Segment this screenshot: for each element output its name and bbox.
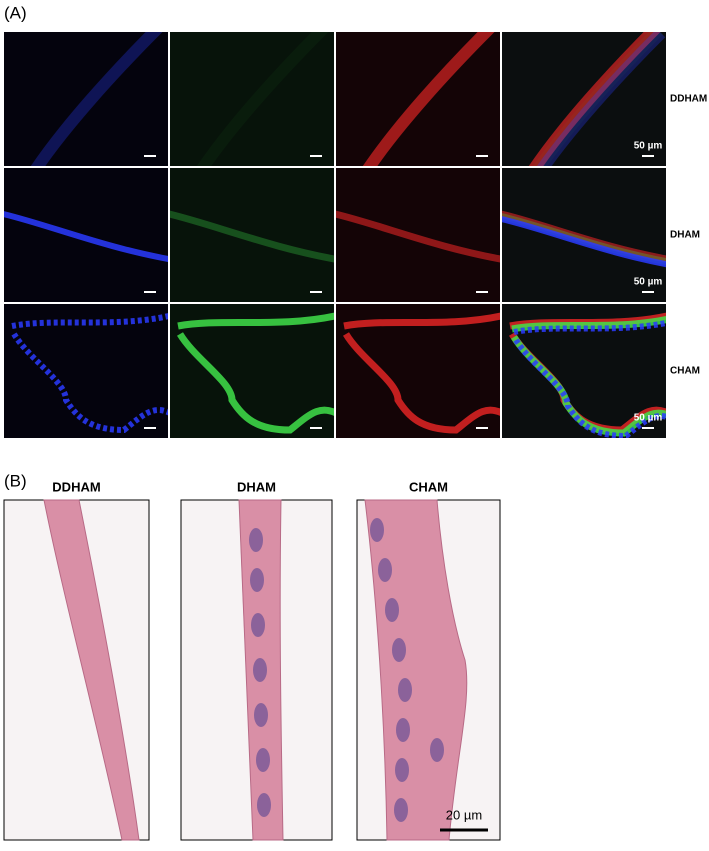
scale-label: 50 µm [634, 277, 663, 288]
histology-image: 20 µm [356, 499, 501, 841]
nucleus [370, 518, 384, 542]
tissue-band [513, 338, 666, 438]
tissue-band [11, 332, 168, 434]
tissue-band [502, 216, 666, 268]
nucleus [253, 658, 267, 682]
tissue-band [30, 32, 163, 166]
micrograph: 50 µm [502, 168, 666, 302]
tissue-band [511, 335, 666, 437]
micrograph: 50 µm [502, 32, 666, 166]
tissue [11, 313, 168, 434]
nucleus [256, 748, 270, 772]
tissue [362, 32, 495, 166]
tissue-band [532, 32, 664, 166]
tissue [177, 312, 334, 434]
nucleus [395, 758, 409, 782]
tissue-band [362, 32, 495, 166]
tissue-band [196, 32, 329, 166]
tissue-band [177, 332, 334, 434]
tissue [502, 210, 666, 268]
micrograph [170, 32, 334, 166]
micrograph [170, 304, 334, 438]
nucleus [257, 793, 271, 817]
micrograph [4, 32, 168, 166]
scale-label: 20 µm [446, 807, 482, 822]
nucleus [396, 718, 410, 742]
row-label: CHAM [670, 366, 700, 377]
tissue [336, 210, 500, 263]
tissue-band [511, 316, 666, 333]
panel-label: (B) [4, 471, 27, 490]
tissue-band [11, 313, 168, 329]
micrograph [4, 304, 168, 438]
tissue-section [43, 499, 140, 841]
nucleus [249, 528, 263, 552]
tissue-band [343, 332, 500, 434]
nucleus [254, 703, 268, 727]
micrograph [336, 168, 500, 302]
tissue [509, 312, 666, 438]
nucleus [385, 598, 399, 622]
histology-image [3, 499, 150, 841]
tissue-band [4, 211, 168, 262]
image-background [4, 32, 168, 166]
tissue-band [536, 32, 666, 166]
image-title: DDHAM [52, 479, 100, 494]
tissue [4, 211, 168, 262]
nucleus [394, 798, 408, 822]
row-label: DDHAM [670, 94, 707, 105]
micrograph [336, 304, 500, 438]
tissue [170, 210, 334, 263]
micrograph: 50 µm [502, 304, 666, 438]
tissue [528, 32, 666, 166]
nucleus [398, 678, 412, 702]
tissue-band [177, 312, 334, 330]
image-title: DHAM [237, 479, 276, 494]
nucleus [251, 613, 265, 637]
tissue-band [502, 210, 666, 263]
row-label: DHAM [670, 230, 700, 241]
nucleus [392, 638, 406, 662]
nucleus [250, 568, 264, 592]
scale-label: 50 µm [634, 141, 663, 152]
tissue-band [343, 312, 500, 330]
tissue [343, 312, 500, 434]
nucleus [378, 558, 392, 582]
scale-label: 50 µm [634, 413, 663, 424]
tissue-band [528, 32, 661, 166]
nucleus [430, 738, 444, 762]
image-background [4, 168, 168, 302]
panel-label: (A) [4, 3, 27, 22]
micrograph [4, 168, 168, 302]
tissue [196, 32, 329, 166]
micrograph [336, 32, 500, 166]
micrograph [170, 168, 334, 302]
tissue-band [336, 210, 500, 263]
tissue-band [513, 319, 666, 335]
tissue-band [170, 210, 334, 263]
image-background [170, 168, 334, 302]
image-title: CHAM [409, 479, 448, 494]
histology-image [180, 499, 333, 841]
tissue [30, 32, 163, 166]
image-background [170, 32, 334, 166]
